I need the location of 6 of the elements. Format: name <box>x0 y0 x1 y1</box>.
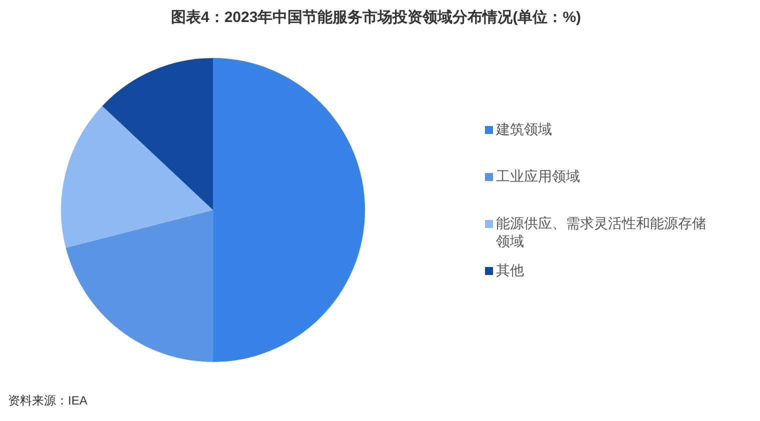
chart-title: 图表4：2023年中国节能服务市场投资领域分布情况(单位：%) <box>170 8 582 26</box>
legend-label: 其他 <box>496 262 524 278</box>
legend-label: 工业应用领域 <box>496 168 580 184</box>
legend-label: 能源供应、需求灵活性和能源存储领域 <box>496 214 706 249</box>
legend-label: 建筑领域 <box>495 120 552 137</box>
text: 资料来源：IEA <box>8 393 88 408</box>
